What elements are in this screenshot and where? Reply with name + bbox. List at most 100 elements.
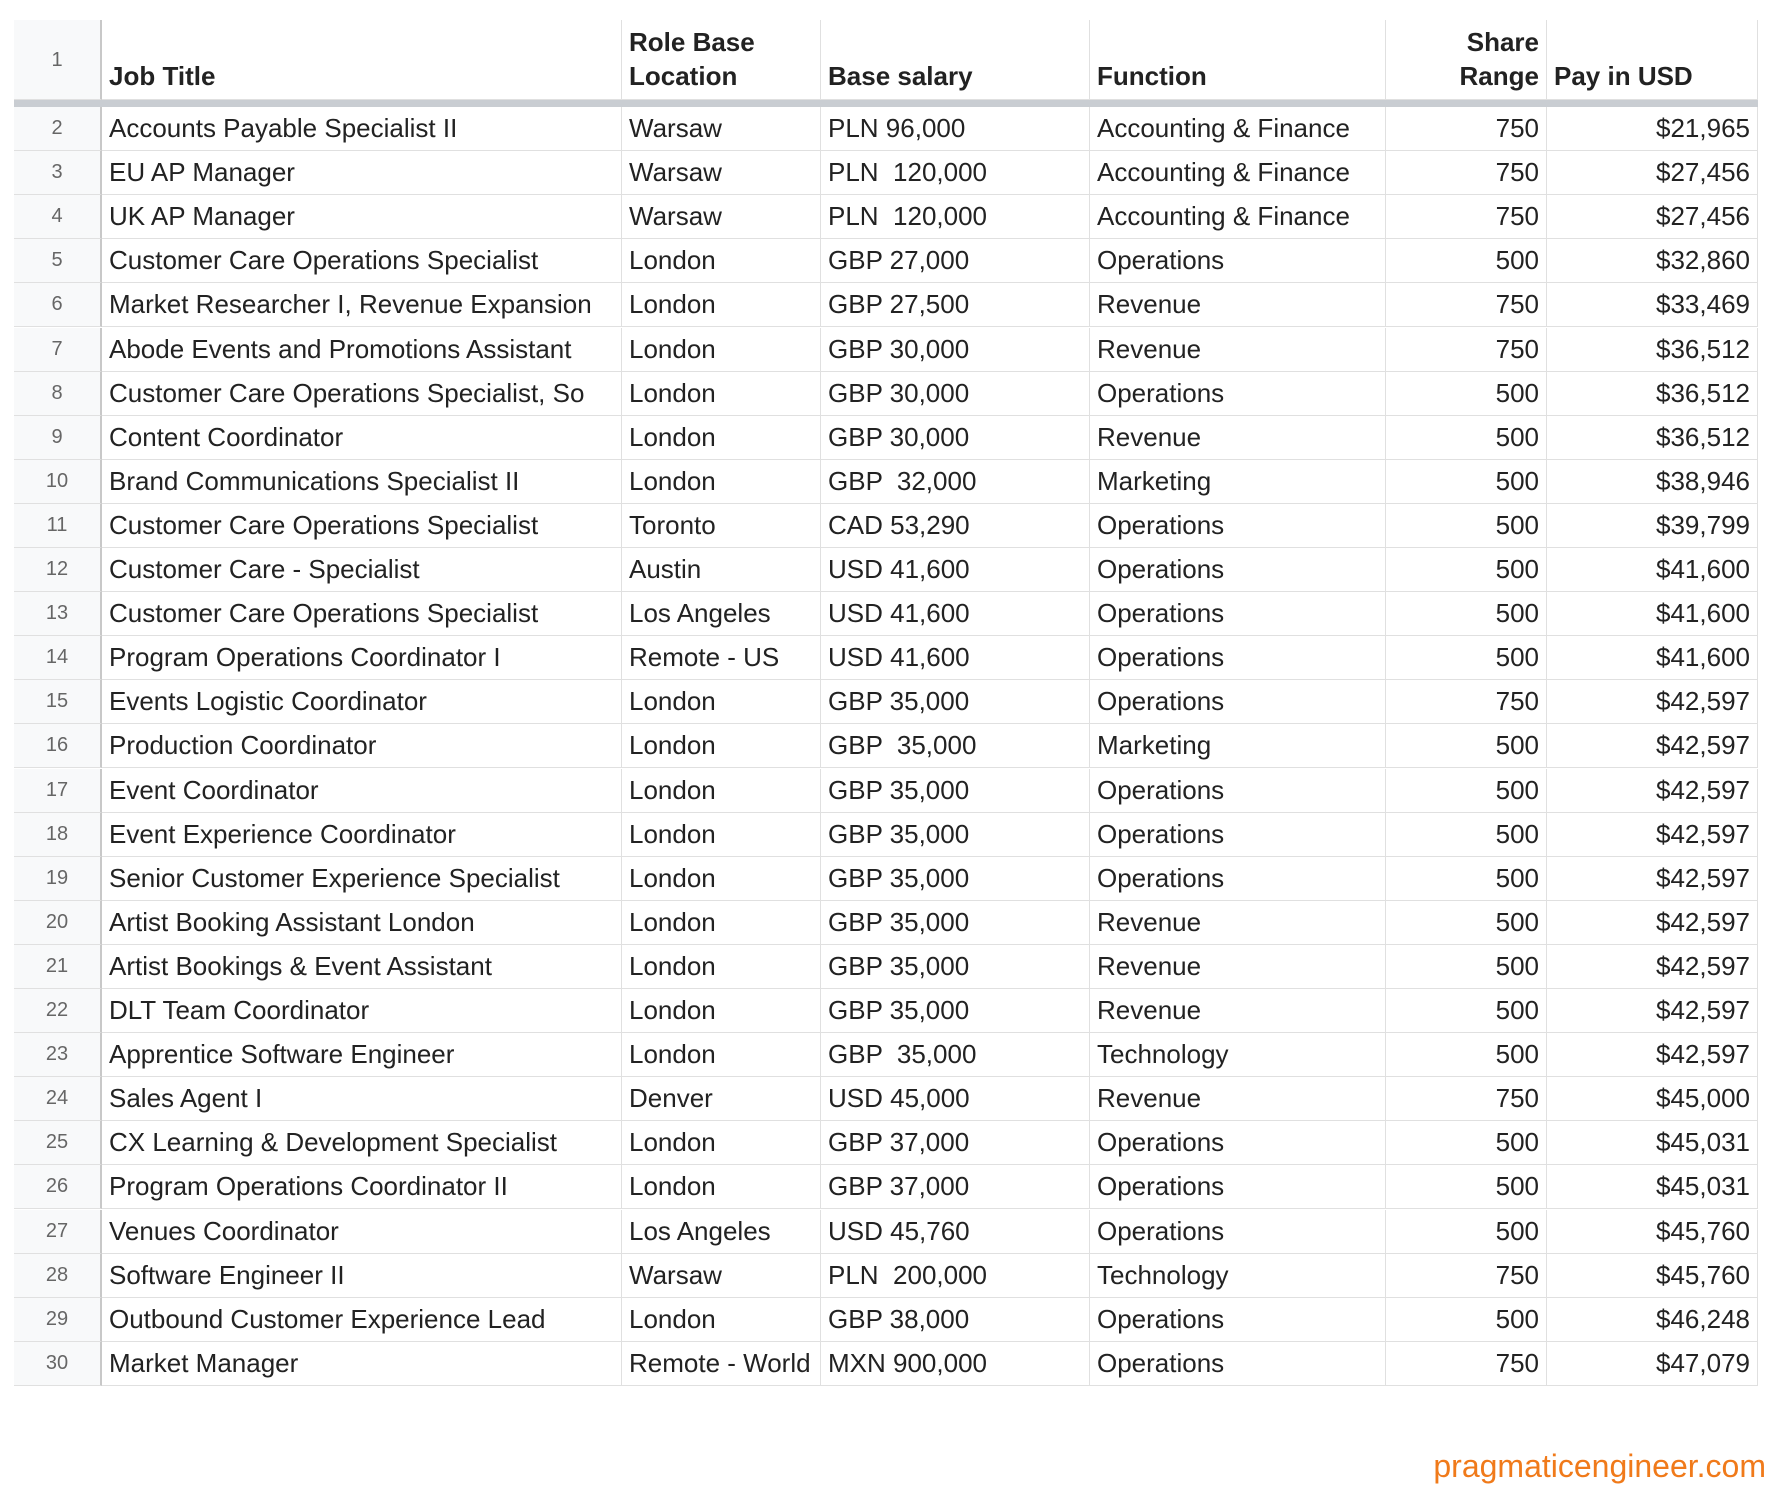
share-range: 750: [1386, 151, 1547, 196]
base-salary: GBP 27,500: [821, 283, 1090, 328]
row-number: 28: [14, 1253, 102, 1298]
location: Denver: [622, 1077, 821, 1122]
location: London: [622, 1121, 821, 1166]
base-salary: GBP 35,000: [821, 900, 1090, 945]
share-range: 500: [1386, 1033, 1547, 1078]
job-title: Event Coordinator: [102, 768, 622, 813]
share-range: 500: [1386, 239, 1547, 284]
location: Remote - World: [622, 1341, 821, 1386]
share-range: 750: [1386, 283, 1547, 328]
share-range: 500: [1386, 548, 1547, 593]
share-range: 750: [1386, 680, 1547, 725]
pay-usd: $42,597: [1547, 724, 1758, 769]
function: Operations: [1090, 1341, 1386, 1386]
row-number: 27: [14, 1209, 102, 1254]
base-salary: GBP 35,000: [821, 989, 1090, 1034]
function: Revenue: [1090, 944, 1386, 989]
function: Operations: [1090, 503, 1386, 548]
function: Technology: [1090, 1253, 1386, 1298]
base-salary: GBP 30,000: [821, 327, 1090, 372]
base-salary: PLN 96,000: [821, 107, 1090, 152]
function: Operations: [1090, 1165, 1386, 1210]
share-range: 500: [1386, 989, 1547, 1034]
function: Accounting & Finance: [1090, 151, 1386, 196]
function: Operations: [1090, 680, 1386, 725]
base-salary: USD 41,600: [821, 592, 1090, 637]
row-number: 22: [14, 989, 102, 1034]
row-number: 2: [14, 107, 102, 152]
row-number: 13: [14, 592, 102, 637]
base-salary: CAD 53,290: [821, 503, 1090, 548]
job-title: Customer Care Operations Specialist: [102, 239, 622, 284]
pay-usd: $27,456: [1547, 151, 1758, 196]
function: Operations: [1090, 1297, 1386, 1342]
base-salary: GBP 35,000: [821, 768, 1090, 813]
job-title: Event Experience Coordinator: [102, 812, 622, 857]
job-title: Outbound Customer Experience Lead: [102, 1297, 622, 1342]
job-title: Artist Booking Assistant London: [102, 900, 622, 945]
share-range: 750: [1386, 195, 1547, 240]
function: Revenue: [1090, 1077, 1386, 1122]
header-location: Role Base Location: [622, 20, 821, 100]
job-title: Production Coordinator: [102, 724, 622, 769]
location: Los Angeles: [622, 1209, 821, 1254]
row-number: 23: [14, 1033, 102, 1078]
base-salary: PLN 120,000: [821, 151, 1090, 196]
share-range: 500: [1386, 459, 1547, 504]
location: London: [622, 900, 821, 945]
job-title: Senior Customer Experience Specialist: [102, 856, 622, 901]
location: Los Angeles: [622, 592, 821, 637]
job-title: Sales Agent I: [102, 1077, 622, 1122]
job-title: Customer Care Operations Specialist: [102, 503, 622, 548]
location: London: [622, 944, 821, 989]
pay-usd: $42,597: [1547, 856, 1758, 901]
job-title: Program Operations Coordinator I: [102, 636, 622, 681]
job-title: Venues Coordinator: [102, 1209, 622, 1254]
pay-usd: $36,512: [1547, 327, 1758, 372]
share-range: 500: [1386, 944, 1547, 989]
job-title: Customer Care Operations Specialist: [102, 592, 622, 637]
location: London: [622, 415, 821, 460]
location: London: [622, 724, 821, 769]
row-number: 12: [14, 548, 102, 593]
base-salary: USD 45,760: [821, 1209, 1090, 1254]
location: Austin: [622, 548, 821, 593]
share-range: 500: [1386, 1165, 1547, 1210]
pay-usd: $39,799: [1547, 503, 1758, 548]
row-number: 14: [14, 636, 102, 681]
function: Marketing: [1090, 459, 1386, 504]
row-number: 24: [14, 1077, 102, 1122]
job-title: DLT Team Coordinator: [102, 989, 622, 1034]
row-number: 9: [14, 415, 102, 460]
pay-usd: $36,512: [1547, 415, 1758, 460]
location: London: [622, 989, 821, 1034]
row-number: 7: [14, 327, 102, 372]
header-job-title: Job Title: [102, 20, 622, 100]
job-title: UK AP Manager: [102, 195, 622, 240]
function: Operations: [1090, 239, 1386, 284]
location: London: [622, 812, 821, 857]
job-title: CX Learning & Development Specialist: [102, 1121, 622, 1166]
base-salary: GBP 35,000: [821, 1033, 1090, 1078]
location: London: [622, 1297, 821, 1342]
function: Operations: [1090, 548, 1386, 593]
base-salary: GBP 27,000: [821, 239, 1090, 284]
job-title: Abode Events and Promotions Assistant: [102, 327, 622, 372]
pay-usd: $36,512: [1547, 371, 1758, 416]
function: Operations: [1090, 812, 1386, 857]
base-salary: GBP 30,000: [821, 415, 1090, 460]
base-salary: GBP 35,000: [821, 856, 1090, 901]
location: London: [622, 371, 821, 416]
pay-usd: $32,860: [1547, 239, 1758, 284]
function: Operations: [1090, 592, 1386, 637]
base-salary: USD 41,600: [821, 548, 1090, 593]
base-salary: GBP 37,000: [821, 1121, 1090, 1166]
row-number: 26: [14, 1165, 102, 1210]
function: Accounting & Finance: [1090, 195, 1386, 240]
function: Revenue: [1090, 327, 1386, 372]
share-range: 500: [1386, 1297, 1547, 1342]
pay-usd: $47,079: [1547, 1341, 1758, 1386]
location: Toronto: [622, 503, 821, 548]
